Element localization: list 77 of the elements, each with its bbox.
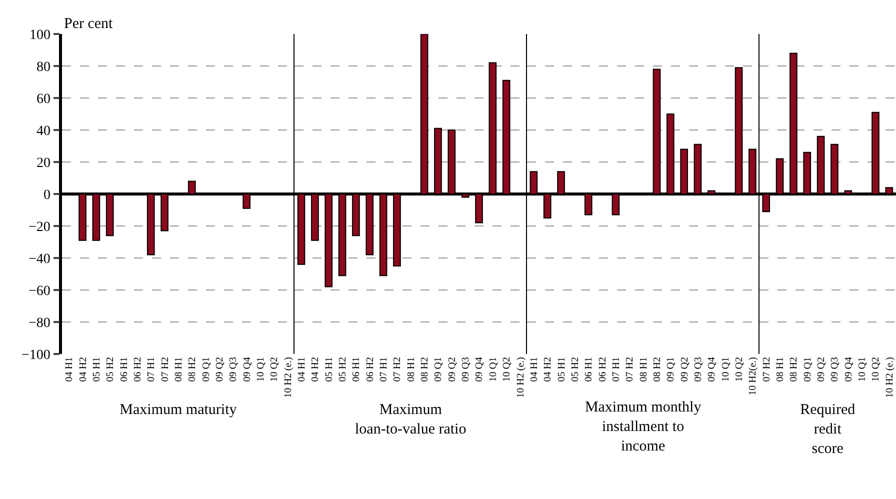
- x-tick-label: 09 Q3: [228, 357, 240, 382]
- x-tick-label: 07 H2: [624, 357, 636, 382]
- y-tick-label: 80: [36, 60, 50, 75]
- x-tick-label: 08 H2: [652, 357, 663, 382]
- x-tick-label: 09 Q4: [706, 357, 718, 382]
- x-tick-label: 09 Q3: [460, 357, 472, 382]
- x-tick-label: 05 H1: [556, 357, 568, 382]
- x-tick-label: 09 Q2: [214, 357, 226, 382]
- x-tick-label: 06 H2: [597, 357, 608, 382]
- x-tick-label: 10 H2 (e.): [515, 357, 526, 398]
- x-tick-label: 09 Q2: [816, 357, 828, 382]
- y-tick-label: −100: [22, 348, 50, 363]
- x-tick-label: 05 H2: [570, 357, 581, 382]
- y-tick-label: −60: [28, 284, 50, 299]
- x-tick-label: 04 H1: [64, 357, 76, 382]
- x-tick-label: 07 H1: [610, 357, 622, 382]
- x-tick-label: 06 H1: [584, 357, 595, 382]
- x-tick-label: 07 H2: [761, 357, 772, 382]
- x-tick-label: 10 Q2: [502, 357, 513, 382]
- x-tick-label: 07 H2: [160, 357, 171, 382]
- x-axis-title: Maximum monthly installment to income: [584, 399, 702, 454]
- x-tick-label: 05 H2: [105, 357, 116, 382]
- x-tick-label: 10 Q2: [870, 357, 882, 382]
- x-tick-label: 10 H2 (e.): [884, 357, 896, 398]
- x-tick-label: 10 Q2: [734, 357, 746, 382]
- y-tick-label: −80: [28, 316, 50, 331]
- x-tick-label: 07 H2: [392, 357, 404, 382]
- x-tick-label: 10 H2(e.): [748, 357, 759, 396]
- x-tick-label: 04 H1: [296, 357, 308, 382]
- x-tick-label: 09 Q1: [200, 357, 212, 382]
- x-tick-label: 06 H1: [351, 357, 362, 382]
- x-tick-label: 05 H2: [338, 357, 349, 382]
- y-tick-label: −40: [28, 252, 50, 267]
- x-tick-label: 07 H1: [146, 357, 158, 382]
- x-tick-label: 10 Q1: [857, 357, 868, 382]
- x-tick-label: 10 Q1: [256, 357, 266, 382]
- x-tick-label: 08 H2: [187, 357, 198, 382]
- x-tick-label: 09 Q2: [679, 357, 690, 382]
- y-axis-title: Per cent: [64, 16, 114, 32]
- x-tick-label: 09 Q1: [802, 357, 814, 382]
- y-tick-label: 40: [36, 124, 50, 139]
- x-tick-label: 06 H2: [132, 357, 144, 382]
- x-tick-label: 10 Q1: [720, 357, 732, 382]
- x-tick-label: 09 Q4: [474, 357, 486, 382]
- x-tick-label: 08 H1: [173, 357, 184, 382]
- x-tick-label: 05 H1: [324, 357, 335, 382]
- y-tick-label: 0: [43, 188, 50, 203]
- x-tick-label: 08 H2: [788, 357, 800, 382]
- x-tick-label: 04 H2: [310, 357, 322, 382]
- y-tick-label: 100: [29, 28, 50, 43]
- x-tick-label: 09 Q1: [433, 357, 444, 382]
- x-tick-label: 09 Q2: [446, 357, 458, 382]
- x-tick-label: 09 Q3: [830, 357, 841, 382]
- x-tick-label: 10 Q2: [269, 357, 280, 382]
- x-tick-label: 10 H2 (e.): [282, 357, 294, 398]
- x-tick-label: 04 H1: [528, 357, 540, 382]
- x-tick-label: 04 H2: [78, 357, 89, 382]
- x-axis-title: Maximum loan-to-value ratio: [355, 402, 466, 438]
- x-tick-label: 05 H1: [91, 357, 102, 382]
- x-tick-label: 04 H2: [542, 357, 554, 382]
- x-axis-title: Maximum maturity: [120, 402, 238, 418]
- y-tick-label: 60: [36, 92, 50, 107]
- x-tick-label: 06 H2: [364, 357, 376, 382]
- x-axis-title: Required redit score: [800, 402, 856, 457]
- x-tick-label: 09 Q4: [242, 357, 253, 382]
- x-tick-label: 07 H1: [378, 357, 390, 382]
- x-tick-label: 06 H1: [118, 357, 130, 382]
- x-tick-label: 08 H1: [638, 357, 650, 382]
- x-tick-label: 09 Q1: [666, 357, 677, 382]
- y-tick-label: 20: [36, 156, 50, 171]
- x-tick-label: 09 Q3: [693, 357, 704, 382]
- y-tick-label: −20: [28, 220, 50, 235]
- x-tick-label: 08 H1: [775, 357, 786, 382]
- x-tick-label: 09 Q4: [843, 357, 854, 382]
- x-tick-label: 10 Q1: [488, 357, 499, 382]
- x-tick-label: 08 H1: [406, 357, 417, 382]
- x-tick-label: 08 H2: [420, 357, 431, 382]
